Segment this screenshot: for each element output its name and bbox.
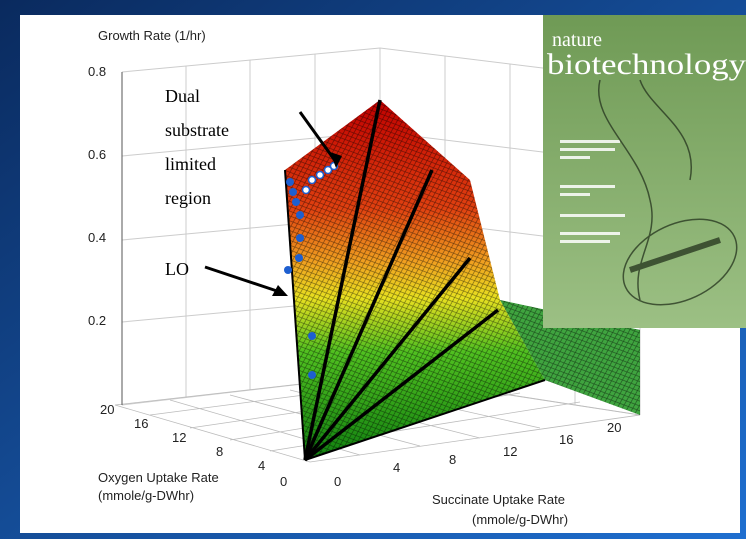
succinate-tick-label: 4: [393, 460, 400, 475]
annotation: substrate: [165, 120, 229, 140]
oxygen-tick-label: 0: [280, 474, 287, 489]
annotation: region: [165, 188, 211, 208]
succinate-axis-title: Succinate Uptake Rate: [432, 492, 565, 507]
z-tick-label: 0.6: [88, 147, 106, 162]
z-tick-label: 0.2: [88, 313, 106, 328]
oxygen-tick-label: 16: [134, 416, 148, 431]
z-tick-label: 0.4: [88, 230, 106, 245]
slide: Growth Rate (1/hr) 0.8 0.6 0.4 0.2 20 16 12 8 4…: [0, 0, 746, 539]
cover-text: biotechnology: [547, 48, 746, 81]
annotation: limited: [165, 154, 216, 174]
succinate-tick-label: 8: [449, 452, 456, 467]
z-axis-title: Growth Rate (1/hr): [98, 28, 206, 43]
journal-cover: nature biotechnology: [543, 15, 746, 328]
succinate-axis-unit: (mmole/g-DWhr): [472, 512, 568, 527]
oxygen-axis-title: Oxygen Uptake Rate: [98, 470, 219, 485]
succinate-tick-label: 16: [559, 432, 573, 447]
oxygen-tick-label: 4: [258, 458, 265, 473]
oxygen-axis-unit: (mmole/g-DWhr): [98, 488, 194, 503]
annotation: Dual: [165, 86, 200, 106]
annotation: LO: [165, 259, 189, 279]
page: Growth Rate (1/hr) 0.8 0.6 0.4 0.2 20 16 12 8 4…: [0, 0, 746, 539]
oxygen-tick-label: 20: [100, 402, 114, 417]
succinate-tick-label: 0: [334, 474, 341, 489]
succinate-tick-label: 12: [503, 444, 517, 459]
oxygen-tick-label: 12: [172, 430, 186, 445]
succinate-tick-label: 20: [607, 420, 621, 435]
oxygen-tick-label: 8: [216, 444, 223, 459]
z-tick-label: 0.8: [88, 64, 106, 79]
